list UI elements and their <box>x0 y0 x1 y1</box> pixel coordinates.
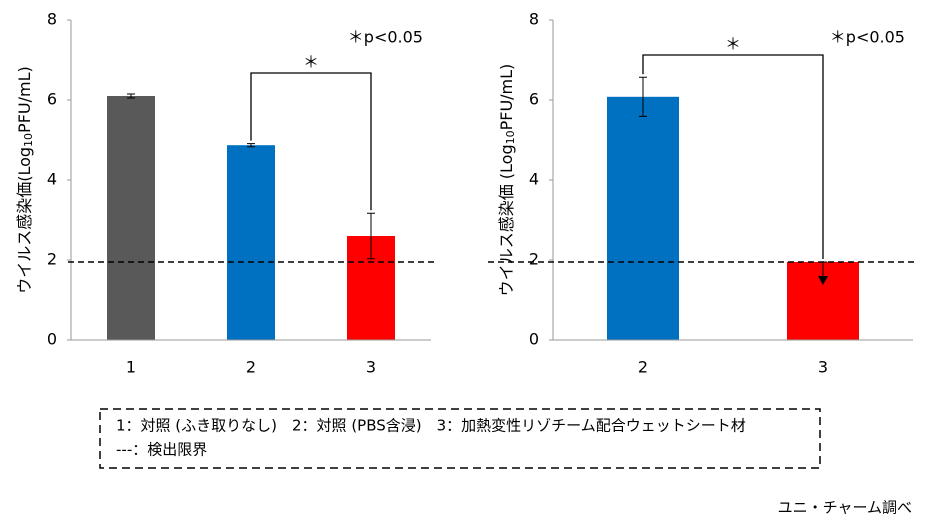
y-tick-label: 8 <box>529 10 539 29</box>
x-tick-label: 2 <box>638 358 648 377</box>
error-bar <box>127 93 135 99</box>
significance-bracket <box>250 72 372 211</box>
y-axis-label: ウイルス感染価(Log10PFU/mL) <box>15 66 36 294</box>
y-label-part: ウイルス感染価(Log <box>15 147 34 294</box>
significance-mark: ＊ <box>303 53 319 72</box>
y-tick-label: 0 <box>47 330 57 349</box>
x-tick-label: 3 <box>366 358 376 377</box>
legend-box <box>99 408 821 469</box>
bar <box>607 96 679 340</box>
annotation: ＊p<0.05 <box>348 28 423 47</box>
legend-line: ---：検出限界 <box>116 441 207 459</box>
y-label-subscript: 10 <box>504 130 517 144</box>
y-label-subscript: 10 <box>22 133 35 147</box>
x-tick-label: 3 <box>818 358 828 377</box>
significance-mark: ＊ <box>725 35 741 54</box>
error-bar <box>639 76 647 117</box>
below-limit-arrowhead <box>818 276 828 285</box>
annotation: ＊p<0.05 <box>830 28 905 47</box>
error-bar <box>367 212 375 260</box>
x-tick-label: 2 <box>246 358 256 377</box>
y-tick-label: 2 <box>47 250 57 269</box>
y-tick-label: 6 <box>529 90 539 109</box>
bar <box>227 145 275 340</box>
x-tick-label: 1 <box>126 358 136 377</box>
legend-line: 1：対照 (ふき取りなし) 2：対照 (PBS含浸) 3：加熱変性リゾチーム配合… <box>116 417 746 435</box>
y-tick-label: 4 <box>529 170 539 189</box>
y-tick-label: 2 <box>529 250 539 269</box>
error-bar <box>247 143 255 148</box>
footer: ユニ・チャーム調べ <box>778 499 912 517</box>
y-tick-label: 6 <box>47 90 57 109</box>
y-tick-label: 0 <box>529 330 539 349</box>
y-label-part: PFU/mL) <box>15 66 34 133</box>
y-label-part: ウイルス感染価 (Log <box>497 144 516 296</box>
y-tick-label: 8 <box>47 10 57 29</box>
significance-bracket <box>642 54 824 259</box>
y-tick-label: 4 <box>47 170 57 189</box>
y-axis-label: ウイルス感染価 (Log10PFU/mL) <box>497 64 518 297</box>
y-label-part: PFU/mL) <box>497 64 516 131</box>
bar <box>107 96 155 340</box>
